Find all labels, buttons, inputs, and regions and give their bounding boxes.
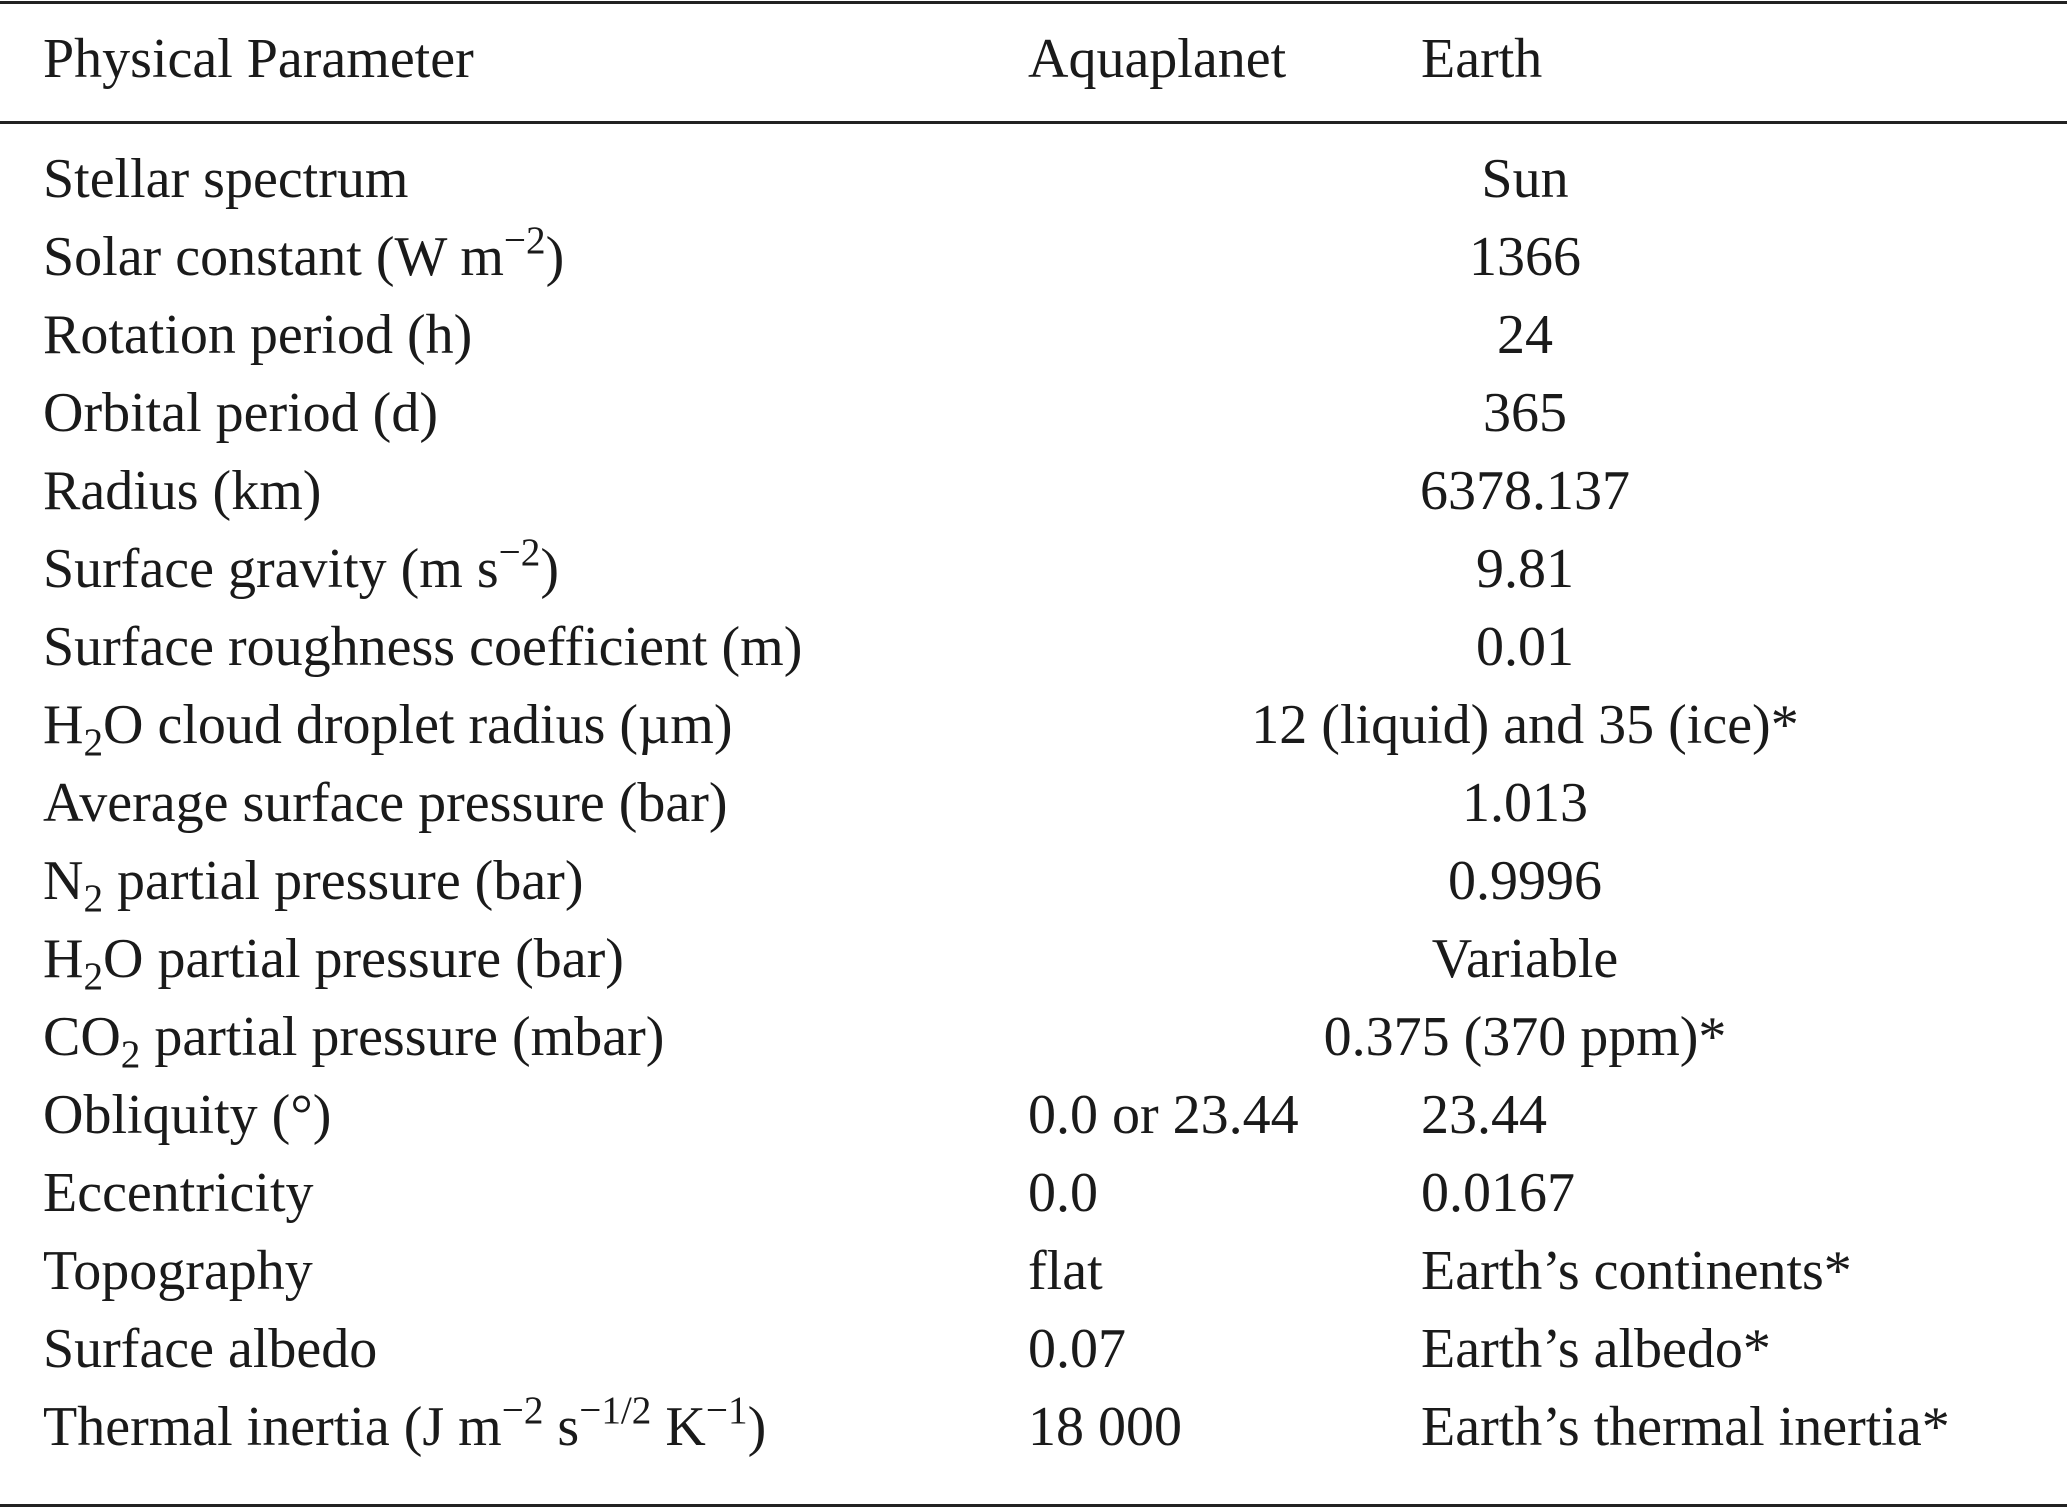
label-part: )	[540, 538, 559, 600]
row-label: Stellar spectrum	[43, 148, 409, 210]
label-part: partial pressure (bar)	[103, 850, 584, 912]
row-label: Solar constant (W m−2)	[43, 218, 564, 296]
shared-value: 24	[1497, 304, 1553, 366]
label-part: −1/2	[579, 1389, 652, 1433]
earth-value: Earth’s thermal inertia*	[1421, 1396, 1950, 1458]
label-part: N	[43, 850, 84, 912]
row-label: Topography	[43, 1240, 313, 1302]
label-part: −2	[501, 1389, 544, 1433]
label-part: CO	[43, 1006, 121, 1068]
row-label: Average surface pressure (bar)	[43, 772, 728, 834]
earth-value: Earth’s albedo*	[1421, 1318, 1771, 1380]
label-part: K	[651, 1396, 706, 1458]
header-cell: Earth	[1421, 28, 1543, 90]
shared-value: Sun	[1481, 148, 1569, 210]
row-label: Surface roughness coefficient (m)	[43, 616, 803, 678]
header-cell: Aquaplanet	[1028, 28, 1287, 90]
top-rule	[0, 1, 2067, 4]
label-part: H	[43, 694, 84, 756]
label-part: 2	[83, 954, 104, 998]
row-label: Obliquity (°)	[43, 1084, 332, 1146]
row-label: H2O partial pressure (bar)	[43, 920, 624, 998]
shared-value: 1.013	[1462, 772, 1588, 834]
shared-value: 6378.137	[1420, 460, 1630, 522]
bottom-rule	[0, 1504, 2067, 1507]
header-rule	[0, 121, 2067, 124]
shared-value: 0.375 (370 ppm)*	[1323, 1006, 1727, 1068]
earth-value: 23.44	[1421, 1084, 1547, 1146]
shared-value: 1366	[1469, 226, 1581, 288]
shared-value: 9.81	[1476, 538, 1574, 600]
row-label: Surface albedo	[43, 1318, 378, 1380]
earth-value: 0.0167	[1421, 1162, 1575, 1224]
label-part: O partial pressure (bar)	[103, 928, 624, 990]
header-cell: Physical Parameter	[43, 28, 474, 90]
label-part: H	[43, 928, 84, 990]
shared-value: Variable	[1431, 928, 1619, 990]
label-part: 2	[83, 876, 104, 920]
shared-value: 12 (liquid) and 35 (ice)*	[1251, 694, 1799, 756]
label-part: )	[747, 1396, 767, 1458]
row-label: CO2 partial pressure (mbar)	[43, 998, 664, 1076]
shared-value: 0.01	[1476, 616, 1574, 678]
row-label: Eccentricity	[43, 1162, 314, 1224]
label-part: −2	[503, 219, 546, 263]
row-label: Thermal inertia (J m−2 s−1/2 K−1)	[43, 1388, 766, 1466]
row-label: N2 partial pressure (bar)	[43, 842, 583, 920]
label-part: s	[543, 1396, 580, 1458]
row-label: H2O cloud droplet radius (µm)	[43, 686, 733, 764]
aquaplanet-value: 0.07	[1028, 1318, 1126, 1380]
earth-value: Earth’s continents*	[1421, 1240, 1852, 1302]
row-label: Orbital period (d)	[43, 382, 438, 444]
label-part: −2	[498, 531, 541, 575]
label-part: −1	[705, 1389, 748, 1433]
row-label: Rotation period (h)	[43, 304, 473, 366]
aquaplanet-value: 0.0	[1028, 1162, 1098, 1224]
label-part: 2	[83, 720, 104, 764]
label-part: Solar constant (W m	[43, 226, 504, 288]
shared-value: 0.9996	[1448, 850, 1602, 912]
label-part: 2	[120, 1032, 141, 1076]
shared-value: 365	[1483, 382, 1567, 444]
aquaplanet-value: flat	[1028, 1240, 1103, 1302]
aquaplanet-value: 18 000	[1028, 1396, 1182, 1458]
label-part: Surface gravity (m s	[43, 538, 499, 600]
label-part: Thermal inertia (J m	[43, 1396, 502, 1458]
row-label: Radius (km)	[43, 460, 322, 522]
aquaplanet-value: 0.0 or 23.44	[1028, 1084, 1299, 1146]
row-label: Surface gravity (m s−2)	[43, 530, 559, 608]
label-part: )	[545, 226, 565, 288]
label-part: partial pressure (mbar)	[140, 1006, 665, 1068]
label-part: O cloud droplet radius (µm)	[103, 694, 733, 756]
